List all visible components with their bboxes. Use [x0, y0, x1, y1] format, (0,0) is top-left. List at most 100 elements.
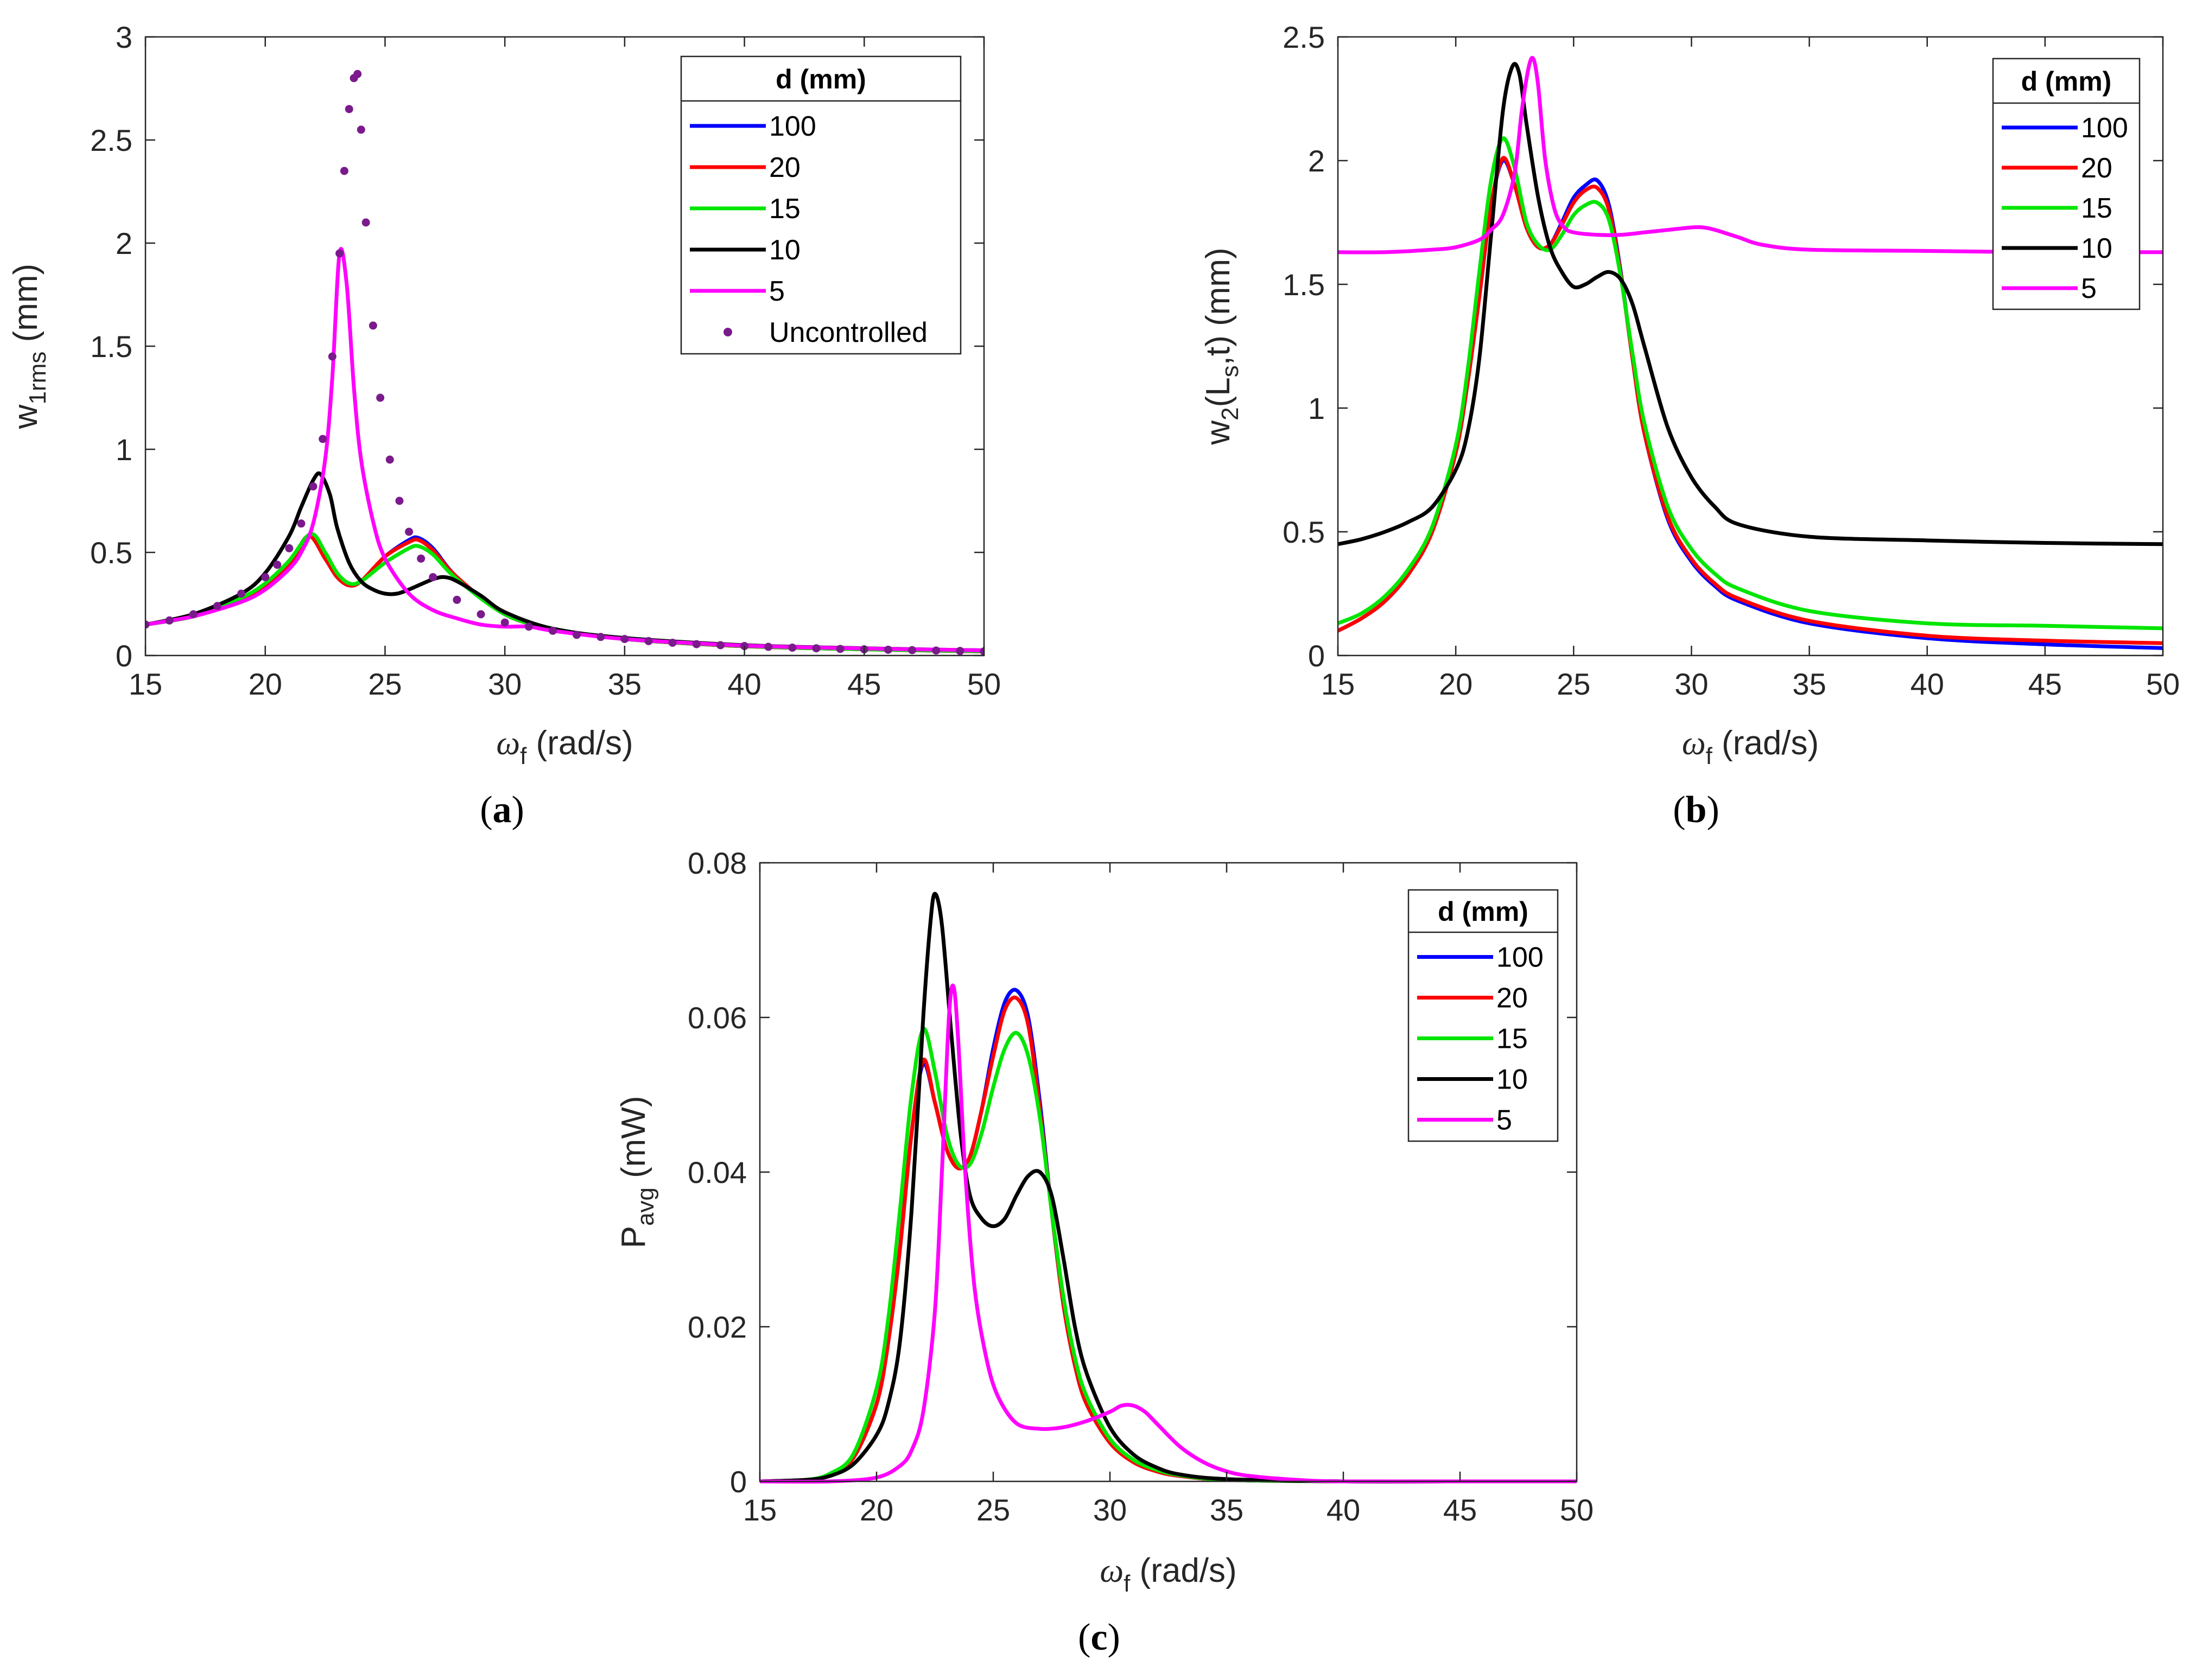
- y-tick-label: 0.08: [688, 846, 747, 880]
- x-tick-label: 20: [249, 667, 282, 701]
- data-point-uncontrolled: [932, 646, 941, 655]
- chart-panel-c: 15 20 25 30 35 40 45 50 0 0.02 0.04 0.06 0.08 ωf (rad…: [615, 846, 1594, 1658]
- y-label-part: w: [1199, 421, 1237, 446]
- data-point-uncontrolled: [385, 455, 394, 464]
- x-axis-label-units: (rad/s): [526, 724, 633, 762]
- data-point-uncontrolled: [573, 631, 581, 639]
- data-point-uncontrolled: [361, 218, 370, 227]
- y-label-sub2: s: [1217, 365, 1243, 377]
- data-point-uncontrolled: [524, 622, 533, 631]
- data-point-uncontrolled: [764, 642, 773, 651]
- y-label-units: (mW): [615, 1096, 652, 1188]
- y-label-part2: (L: [1199, 377, 1237, 407]
- x-axis-label: ωf (rad/s): [496, 724, 633, 769]
- data-point-uncontrolled: [369, 321, 377, 330]
- x-axis-label-sub: f: [1124, 1570, 1131, 1597]
- x-tick-label: 30: [488, 667, 522, 701]
- panel-label-open: (: [1673, 789, 1685, 831]
- y-tick-label: 0: [730, 1465, 747, 1499]
- x-axis-label: ωf (rad/s): [1100, 1552, 1236, 1597]
- x-tick-label: 15: [1321, 667, 1355, 701]
- x-axis-label-omega: ω: [1682, 725, 1706, 762]
- x-tick-label: 45: [847, 667, 881, 701]
- legend-label-100: 100: [1496, 942, 1544, 973]
- x-tick-label: 20: [1439, 667, 1473, 701]
- data-point-uncontrolled: [405, 527, 414, 536]
- series-line-d-15: [1338, 136, 2163, 631]
- x-tick-label: 35: [1792, 667, 1826, 701]
- x-tick-label: 15: [743, 1493, 777, 1527]
- data-point-uncontrolled: [548, 626, 557, 635]
- data-point-uncontrolled: [453, 595, 461, 604]
- y-tick-label: 1: [116, 432, 132, 467]
- y-tick-label: 0.02: [688, 1310, 747, 1344]
- panel-label-close: ): [512, 789, 524, 831]
- y-tick-label: 0: [116, 639, 132, 673]
- data-point-uncontrolled: [189, 610, 198, 619]
- panel-label: (b): [1673, 789, 1719, 831]
- y-tick-label: 0.5: [1283, 515, 1325, 549]
- x-tick-label: 45: [2028, 667, 2062, 701]
- y-tick-label: 2: [1308, 144, 1325, 178]
- y-tick-label: 0.04: [688, 1155, 747, 1189]
- data-point-uncontrolled: [319, 435, 327, 443]
- x-tick-label: 45: [1443, 1493, 1477, 1527]
- x-tick-label: 40: [1911, 667, 1944, 701]
- legend-label-5: 5: [1496, 1105, 1512, 1136]
- data-point-uncontrolled: [500, 618, 509, 627]
- series-group: [760, 892, 1577, 1484]
- data-point-uncontrolled: [692, 640, 701, 648]
- x-axis-label-sub: f: [520, 743, 527, 769]
- x-axis-label: ωf (rad/s): [1682, 724, 1819, 769]
- legend-label-10: 10: [2081, 233, 2112, 264]
- y-label-units: (mm): [7, 264, 45, 352]
- x-axis-label-sub: f: [1706, 743, 1713, 769]
- legend-marker-uncontrolled: [723, 328, 732, 336]
- y-axis-label-group: Pavg (mW): [615, 1096, 659, 1249]
- y-axis-label-group: w2(Ls,t) (mm): [1199, 247, 1243, 445]
- panel-label-close: ): [1108, 1617, 1120, 1658]
- y-axis-label: w2(Ls,t) (mm): [1199, 247, 1243, 445]
- data-point-uncontrolled: [836, 645, 845, 653]
- legend-label-5: 5: [769, 276, 785, 307]
- data-point-uncontrolled: [213, 602, 221, 610]
- panel-label-open: (: [1078, 1617, 1090, 1658]
- x-axis-label-omega: ω: [1100, 1552, 1124, 1589]
- y-tick-label: 2: [116, 226, 132, 260]
- legend-label-5: 5: [2081, 273, 2097, 304]
- x-tick-label: 40: [727, 667, 761, 701]
- data-point-uncontrolled: [335, 249, 344, 258]
- panel-label-close: ): [1706, 789, 1719, 831]
- x-tick-label: 50: [967, 667, 1001, 701]
- y-tick-label: 1: [1308, 391, 1325, 425]
- data-point-uncontrolled: [165, 616, 174, 625]
- y-tick-label: 1.5: [90, 329, 132, 364]
- data-point-uncontrolled: [145, 620, 150, 629]
- legend-label-Uncontrolled: Uncontrolled: [769, 317, 928, 348]
- legend-title: d (mm): [776, 64, 866, 94]
- x-tick-label: 25: [1557, 667, 1590, 701]
- legend-box: [680, 55, 962, 355]
- x-tick-label: 15: [129, 667, 162, 701]
- y-tick-label: 1.5: [1283, 268, 1325, 302]
- y-label-sub: 2: [1217, 407, 1243, 420]
- series-line-d-5: [760, 983, 1577, 1484]
- panel-label-letter: a: [493, 789, 512, 831]
- data-point-uncontrolled: [908, 646, 917, 654]
- y-axis-label: w1rms (mm): [7, 264, 51, 429]
- y-tick-label: 2.5: [1283, 20, 1325, 54]
- data-point-uncontrolled: [357, 125, 365, 134]
- legend: d (mm) 100 20 15 10 5: [1992, 58, 2141, 310]
- y-label-part: P: [615, 1226, 652, 1248]
- data-point-uncontrolled: [376, 393, 385, 402]
- panel-label-letter: b: [1686, 789, 1707, 831]
- legend-title: d (mm): [1438, 896, 1528, 927]
- x-tick-label: 30: [1674, 667, 1708, 701]
- data-point-uncontrolled: [328, 352, 337, 361]
- data-point-uncontrolled: [668, 638, 677, 647]
- x-axis-label-units: (rad/s): [1130, 1552, 1236, 1589]
- data-point-uncontrolled: [261, 573, 270, 582]
